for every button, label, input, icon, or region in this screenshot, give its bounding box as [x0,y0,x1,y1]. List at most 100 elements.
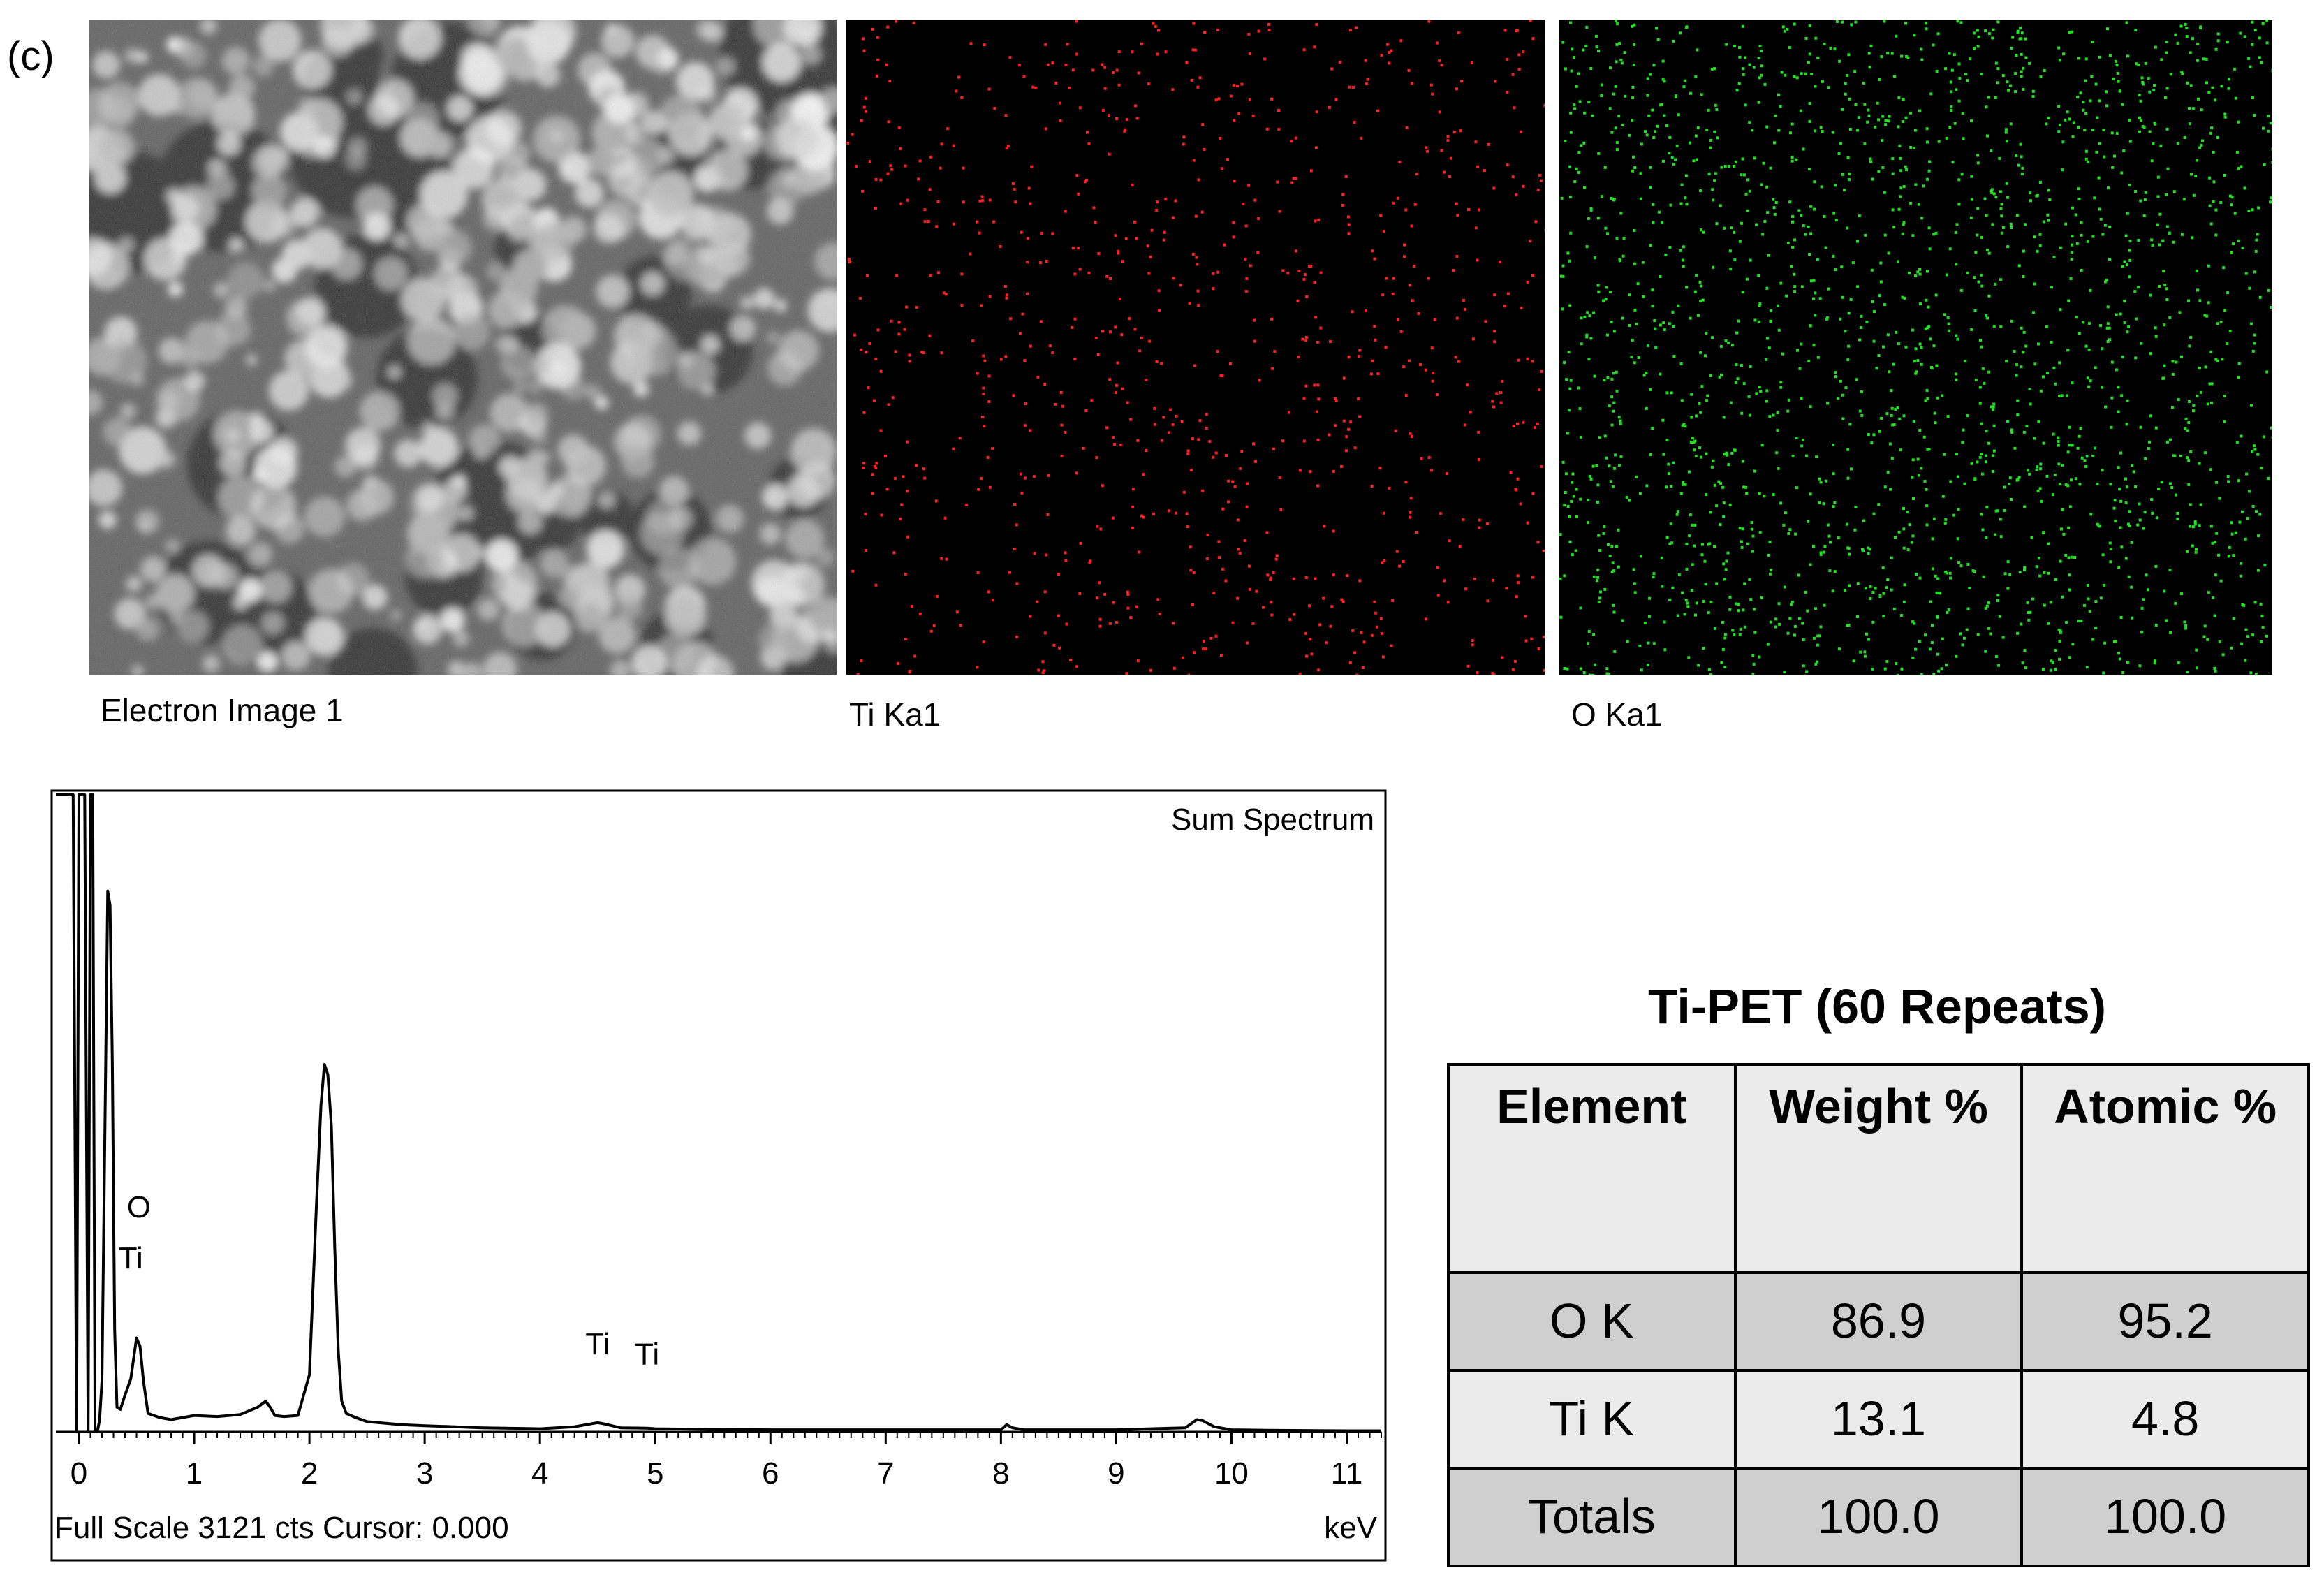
o-signal-dot [1947,329,1950,332]
ti-signal-dot [908,353,911,357]
o-signal-dot [2246,517,2249,520]
o-signal-dot [1687,656,1691,659]
o-signal-dot [1705,331,1708,335]
o-signal-dot [2239,31,2242,35]
ti-signal-dot [1534,220,1538,224]
o-signal-dot [1585,333,1589,337]
o-signal-dot [1667,462,1670,466]
ti-signal-dot [1446,139,1450,142]
o-signal-dot [2091,235,2095,238]
o-signal-dot [1955,88,1958,91]
o-signal-dot [2108,338,2111,342]
ti-signal-dot [1515,488,1517,492]
ti-signal-dot [1309,265,1312,268]
o-signal-dot [1642,374,1646,377]
o-signal-dot [2135,62,2138,66]
o-signal-dot [2107,186,2110,190]
o-signal-dot [1791,246,1795,249]
o-signal-dot [1564,67,1567,71]
o-signal-dot [2068,588,2071,592]
o-signal-dot [1615,60,1618,64]
o-signal-dot [1901,232,1904,235]
o-signal-dot [1874,587,1877,590]
o-signal-dot [1723,636,1727,640]
o-signal-dot [1862,81,1865,85]
o-signal-dot [1615,370,1618,374]
ti-signal-dot [1238,552,1242,555]
o-signal-dot [1956,475,1959,478]
o-signal-dot [2119,451,2122,455]
ti-signal-dot [1083,180,1087,184]
o-signal-dot [2219,321,2223,324]
o-signal-dot [1773,141,1776,145]
o-signal-dot [2121,671,2125,675]
o-signal-dot [1561,264,1565,268]
o-signal-dot [1610,545,1614,548]
o-signal-dot [2071,135,2075,138]
ti-signal-dot [1085,178,1089,182]
o-signal-dot [2050,659,2053,663]
o-signal-dot [2251,450,2254,453]
o-signal-dot [1983,381,1986,385]
o-signal-dot [2068,505,2072,508]
o-signal-dot [1618,42,1621,45]
o-signal-dot [2146,588,2149,592]
o-signal-dot [1837,536,1840,540]
o-signal-dot [1769,320,1772,323]
o-signal-dot [1934,231,1938,235]
o-signal-dot [1567,409,1571,412]
o-signal-dot [2046,372,2049,375]
o-signal-dot [2095,150,2098,154]
o-signal-dot [1736,377,1740,381]
o-signal-dot [2202,57,2205,61]
ti-signal-dot [976,372,979,375]
o-signal-dot [2128,275,2131,279]
o-signal-dot [2265,370,2269,374]
o-signal-dot [1824,246,1827,249]
ti-signal-dot [962,166,965,170]
ti-signal-dot [1404,208,1408,212]
o-signal-dot [1819,625,1823,629]
ti-signal-dot [969,42,973,45]
ti-signal-dot [1013,187,1016,191]
o-signal-dot [1731,629,1735,632]
o-signal-dot [1807,168,1811,170]
ti-signal-dot [1522,420,1524,424]
o-signal-dot [1649,186,1652,189]
o-signal-dot [2094,446,2097,450]
ti-signal-dot [1433,318,1436,321]
ti-signal-dot [1212,287,1215,291]
ti-signal-dot [868,160,872,163]
ti-signal-dot [1008,56,1012,59]
o-signal-dot [2098,207,2101,211]
o-signal-dot [2216,39,2220,43]
o-signal-dot [1619,422,1622,425]
o-signal-dot [1742,485,1746,489]
ti-signal-dot [1334,397,1337,400]
o-signal-dot [2042,441,2045,445]
o-signal-dot [2113,499,2117,502]
ti-signal-dot [867,386,870,390]
ti-signal-dot [1054,402,1057,406]
o-signal-dot [1913,129,1917,132]
o-signal-dot [1860,414,1864,417]
ti-signal-dot [1214,98,1218,102]
o-signal-dot [2140,631,2144,634]
ti-signal-dot [1351,629,1355,632]
o-signal-dot [1665,391,1669,395]
ti-signal-dot [1253,318,1256,322]
ti-signal-dot [1229,362,1232,365]
o-signal-dot [1730,344,1734,347]
ti-signal-dot [1233,485,1237,488]
o-signal-dot [1612,409,1615,413]
ti-signal-dot [1094,336,1098,339]
o-signal-dot [1763,82,1767,86]
o-signal-dot [2145,573,2148,577]
ti-signal-dot [982,386,985,390]
o-signal-dot [1902,414,1906,418]
o-signal-dot [2184,22,2187,26]
o-signal-dot [1929,600,1932,603]
o-signal-dot [2140,342,2143,345]
o-signal-dot [1936,396,1939,400]
ti-signal-dot [1353,121,1356,124]
